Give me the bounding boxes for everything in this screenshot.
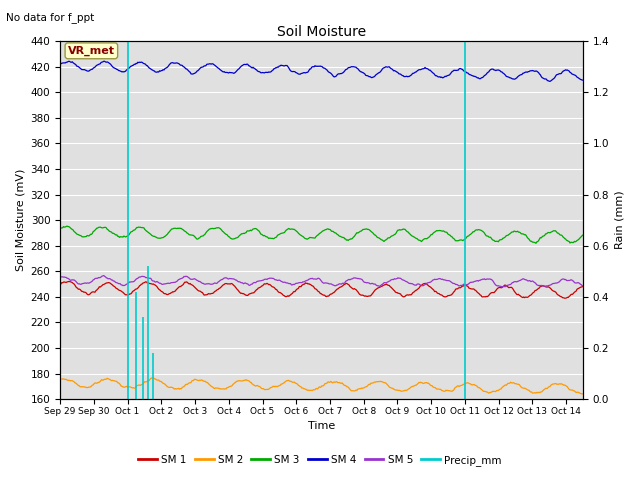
Legend: SM 1, SM 2, SM 3, SM 4, SM 5, Precip_mm: SM 1, SM 2, SM 3, SM 4, SM 5, Precip_mm <box>134 451 506 470</box>
Y-axis label: Soil Moisture (mV): Soil Moisture (mV) <box>15 169 25 271</box>
Title: Soil Moisture: Soil Moisture <box>277 24 366 38</box>
Text: VR_met: VR_met <box>68 46 115 56</box>
Text: No data for f_ppt: No data for f_ppt <box>6 12 95 23</box>
X-axis label: Time: Time <box>308 421 335 432</box>
Y-axis label: Rain (mm): Rain (mm) <box>615 191 625 250</box>
